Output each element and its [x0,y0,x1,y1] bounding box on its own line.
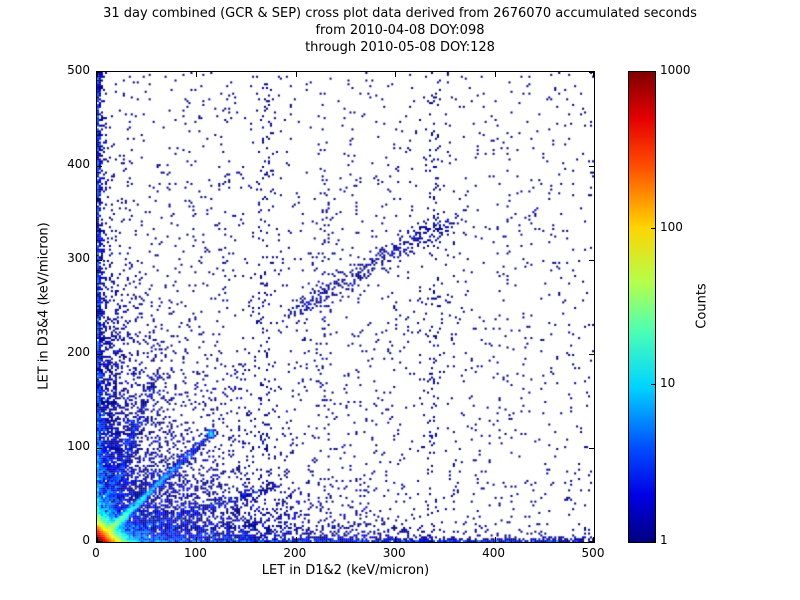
y-tick-mark [97,72,102,73]
x-tick-label: 300 [382,546,406,560]
y-tick-mark [97,166,102,167]
x-tick-mark [97,537,98,542]
y-tick-label: 500 [67,63,90,77]
y-tick-mark [97,354,102,355]
chart-title-line2: from 2010-04-08 DOY:098 [315,23,485,38]
y-tick-mark [589,72,594,73]
colorbar-tick-label: 1000 [660,63,691,77]
y-tick-label: 200 [67,345,90,359]
x-tick-label: 500 [581,546,605,560]
x-tick-mark [495,537,496,542]
x-tick-mark [395,537,396,542]
colorbar [628,71,656,543]
y-tick-mark [589,260,594,261]
plot-area [96,71,595,543]
y-tick-mark [589,166,594,167]
colorbar-tick-label: 10 [660,376,676,391]
y-axis-label: LET in D3&4 (keV/micron) [36,222,52,390]
x-tick-mark [495,72,496,77]
x-tick-mark [97,72,98,77]
x-tick-label: 100 [183,546,207,560]
y-tick-mark [97,260,102,261]
scatter-density-canvas [97,72,594,542]
x-tick-mark [196,72,197,77]
x-tick-label: 400 [482,546,506,560]
chart-title-line3: through 2010-05-08 DOY:128 [305,40,495,55]
y-tick-label: 300 [67,251,90,265]
y-tick-label: 400 [67,157,90,171]
y-tick-mark [589,448,594,449]
colorbar-tick-mark [651,384,655,385]
x-tick-mark [593,537,594,542]
x-axis-label: LET in D1&2 (keV/micron) [261,563,430,578]
x-tick-label: 200 [283,546,307,560]
x-tick-mark [296,72,297,77]
colorbar-label: Counts [694,283,710,329]
y-tick-mark [589,354,594,355]
x-tick-mark [196,537,197,542]
y-tick-label: 100 [67,439,90,453]
y-tick-mark [589,541,594,542]
x-tick-mark [296,537,297,542]
x-tick-label: 0 [92,546,100,560]
x-tick-mark [395,72,396,77]
chart-title-line1: 31 day combined (GCR & SEP) cross plot d… [103,6,697,21]
y-tick-mark [97,541,102,542]
colorbar-tick-mark [651,228,655,229]
colorbar-tick-label: 100 [660,219,683,234]
x-tick-mark [593,72,594,77]
colorbar-tick-mark [651,71,655,72]
y-tick-label: 0 [82,533,90,547]
colorbar-tick-label: 1 [660,533,668,547]
y-tick-mark [97,448,102,449]
colorbar-tick-mark [651,540,655,541]
